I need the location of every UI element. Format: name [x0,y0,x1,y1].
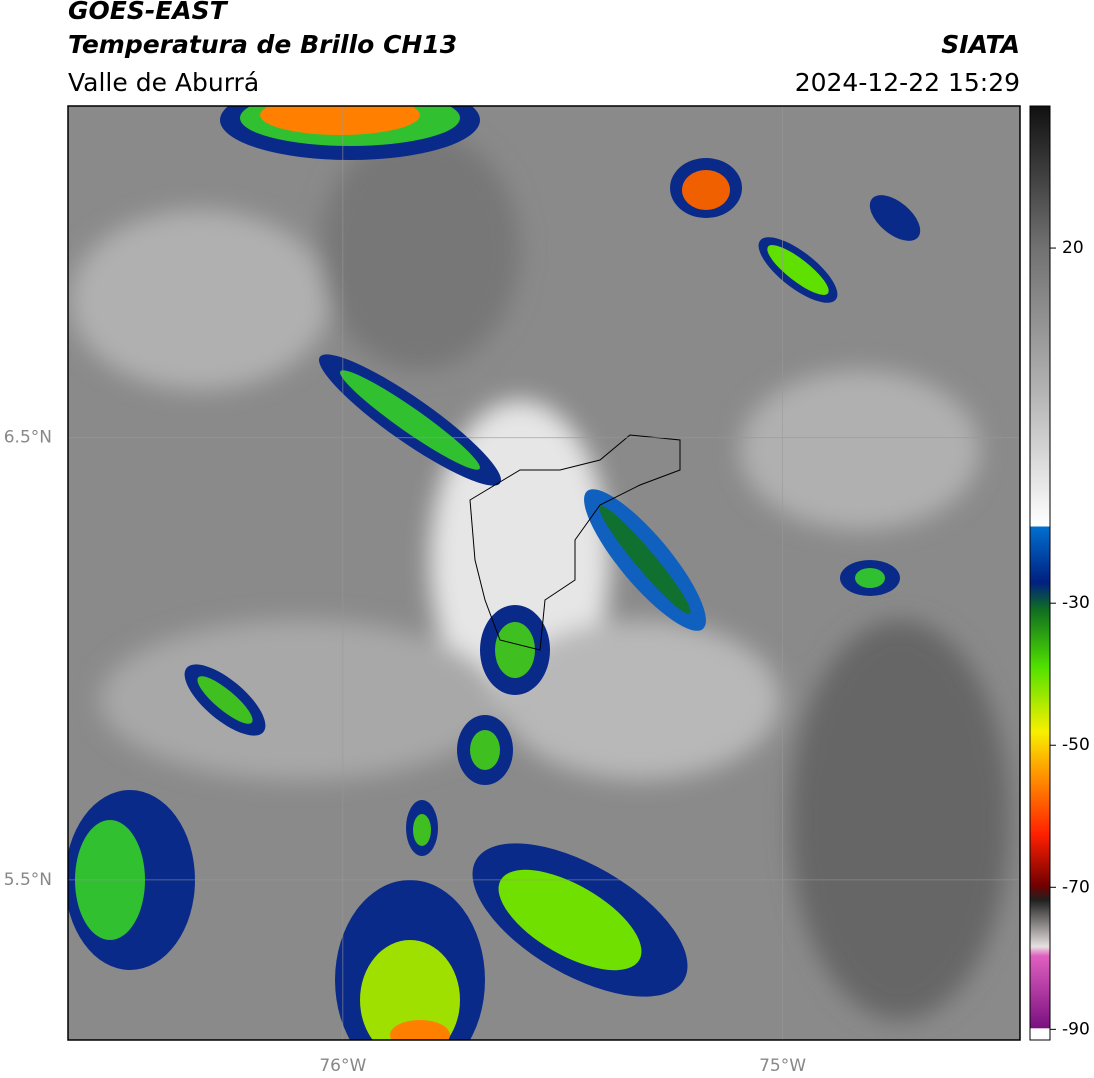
colorbar-tick-label: -70 [1062,877,1090,897]
datetime: 2024-12-22 15:29 [795,68,1020,97]
map-frame [67,105,1021,1041]
lat-label: 5.5°N [4,870,52,890]
imagery [68,106,1020,1040]
graticule [68,106,1020,1040]
colorbar-tick-label: 20 [1062,238,1084,258]
colorbar-tick-label: -50 [1062,735,1090,755]
colorbar [1029,105,1051,1041]
subtitle: Temperatura de Brillo CH13 [68,30,457,59]
lon-label: 75°W [759,1056,806,1076]
colorbar-tick-label: -30 [1062,593,1090,613]
region: Valle de Aburrá [68,68,259,97]
colorbar-tick-label: -90 [1062,1019,1090,1039]
title: GOES-EAST [68,0,229,25]
lat-label: 6.5°N [4,428,52,448]
source: SIATA [941,30,1020,59]
lon-label: 76°W [319,1056,366,1076]
